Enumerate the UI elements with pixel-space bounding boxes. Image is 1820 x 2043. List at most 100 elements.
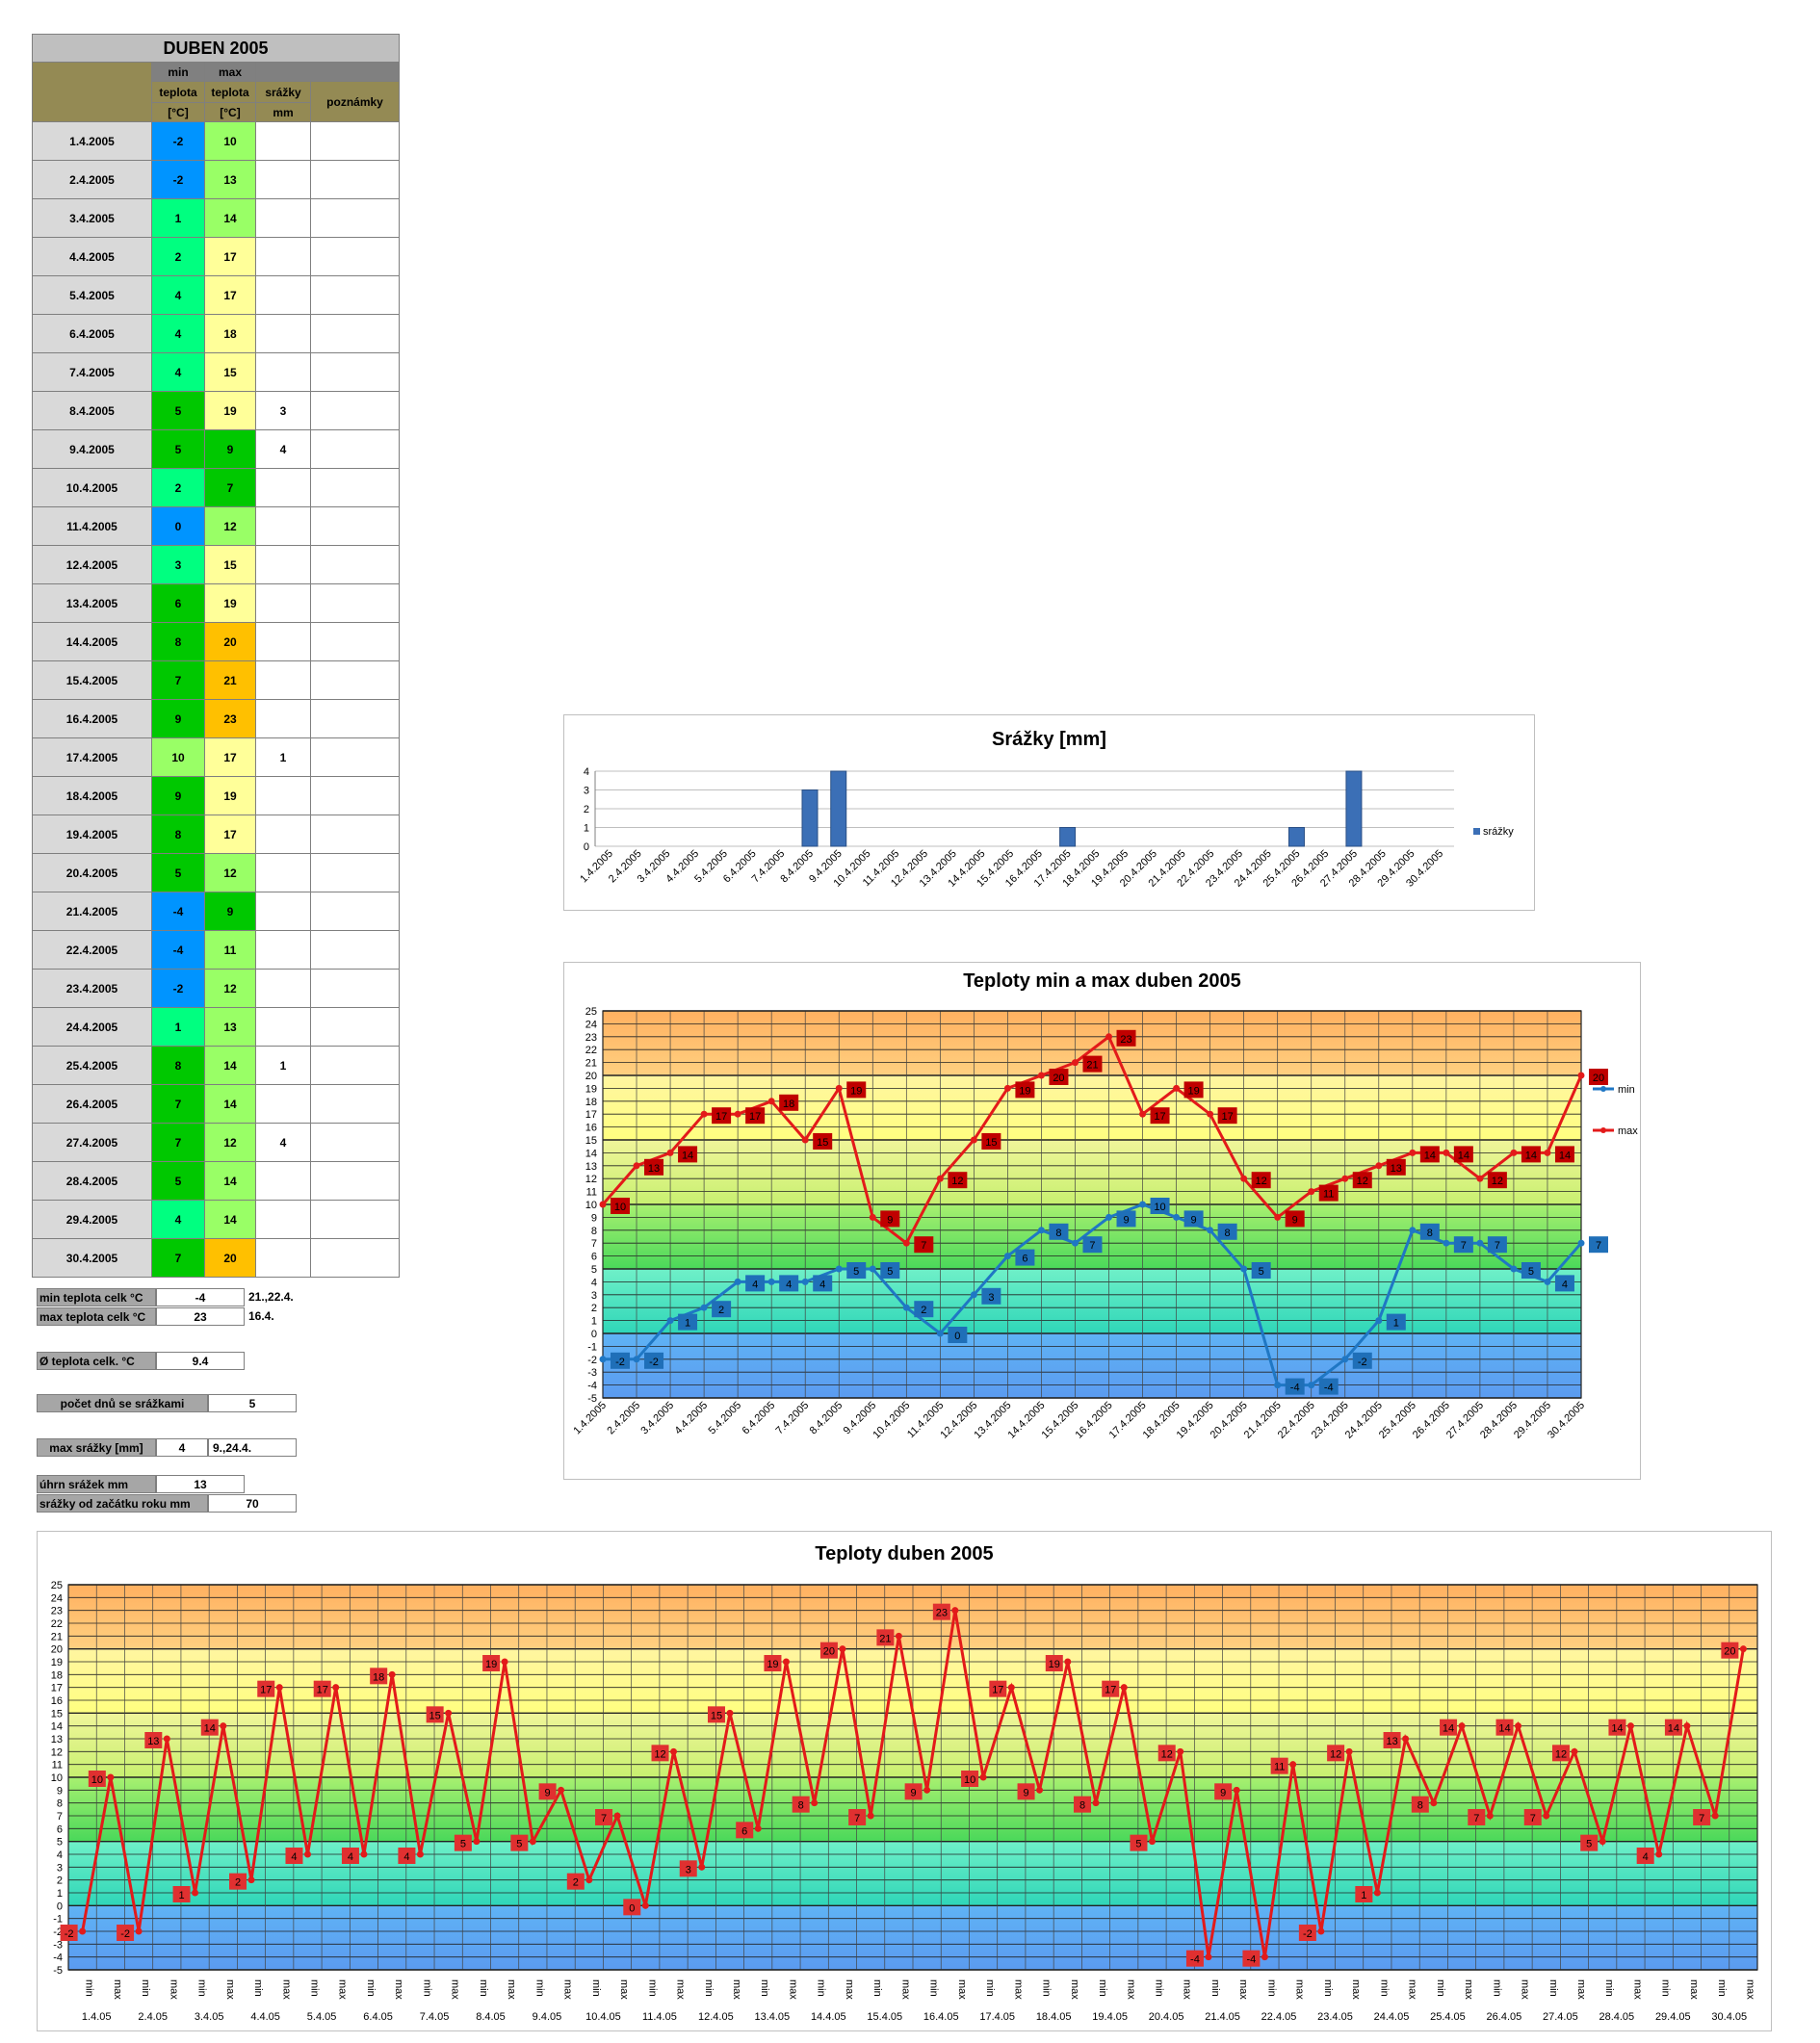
row-rain — [255, 160, 311, 199]
daily-point — [979, 1773, 987, 1781]
minmax-label-box-min — [1183, 1210, 1204, 1228]
daily-group-label: 27.4.05 — [1543, 2011, 1578, 2023]
daily-point — [1064, 1658, 1072, 1666]
minmax-label-box-max — [981, 1133, 1001, 1150]
daily-sub-label: min — [646, 1979, 658, 1997]
daily-data-label: 7 — [1699, 1813, 1704, 1824]
row-rain — [255, 545, 311, 584]
minmax-point-min — [666, 1317, 674, 1325]
minmax-point-max — [1308, 1188, 1315, 1196]
daily-sub-label: min — [252, 1979, 264, 1997]
row-date: 12.4.2005 — [32, 545, 152, 584]
daily-label-box — [1468, 1809, 1486, 1825]
row-notes — [310, 737, 400, 777]
row-max-temp: 10 — [204, 121, 256, 161]
row-notes — [310, 1084, 400, 1124]
table-row: 12.4.2005 3 15 — [32, 545, 400, 584]
daily-point — [1036, 1786, 1044, 1794]
stat-min-value: -4 — [156, 1288, 245, 1306]
row-min-temp: 5 — [151, 429, 205, 469]
daily-label-box — [932, 1603, 950, 1620]
daily-point — [360, 1850, 368, 1858]
daily-ytick-label: 8 — [57, 1798, 63, 1810]
table-row: 21.4.2005 -4 9 — [32, 892, 400, 931]
row-max-temp: 23 — [204, 699, 256, 738]
daily-data-label: 9 — [1220, 1787, 1226, 1798]
row-date: 22.4.2005 — [32, 930, 152, 970]
minmax-data-label-max: 15 — [817, 1137, 828, 1149]
rain-header-unit: mm — [255, 102, 311, 122]
row-max-temp: 17 — [204, 275, 256, 315]
daily-sub-label: max — [337, 1979, 349, 2000]
row-notes — [310, 1238, 400, 1278]
daily-data-label: -2 — [1303, 1928, 1313, 1940]
row-max-temp: 17 — [204, 815, 256, 854]
row-rain — [255, 352, 311, 392]
minmax-label-box-min — [1251, 1262, 1271, 1279]
daily-data-label: 2 — [235, 1877, 241, 1889]
minmax-data-label-min: 5 — [887, 1266, 893, 1278]
daily-data-label: 14 — [204, 1723, 216, 1735]
minmax-xtick-label: 1.4.2005 — [571, 1400, 609, 1437]
stat-max-value: 23 — [156, 1307, 245, 1326]
minmax-data-label-max: 19 — [1187, 1085, 1199, 1097]
daily-data-label: 14 — [1443, 1723, 1454, 1735]
table-row: 15.4.2005 7 21 — [32, 660, 400, 700]
daily-data-label: 9 — [911, 1787, 917, 1798]
daily-ytick-label: 9 — [57, 1785, 63, 1797]
minmax-data-label-min: 4 — [786, 1279, 792, 1290]
minmax-data-label-min: 7 — [1461, 1240, 1467, 1252]
daily-label-box — [819, 1642, 838, 1659]
daily-group-label: 5.4.05 — [307, 2011, 337, 2023]
row-notes — [310, 815, 400, 854]
minmax-label-box-min — [948, 1327, 968, 1343]
daily-group-label: 29.4.05 — [1655, 2011, 1691, 2023]
table-title: DUBEN 2005 — [32, 34, 400, 63]
minmax-ytick-label: 10 — [585, 1200, 597, 1211]
daily-point — [388, 1670, 396, 1678]
row-notes — [310, 699, 400, 738]
daily-point — [79, 1927, 87, 1935]
daily-label-box — [1242, 1950, 1261, 1967]
minmax-ytick-label: -4 — [587, 1381, 597, 1392]
daily-group-label: 30.4.05 — [1711, 2011, 1747, 2023]
daily-label-box — [736, 1822, 754, 1839]
row-date: 20.4.2005 — [32, 853, 152, 892]
minmax-ytick-label: 0 — [591, 1329, 597, 1340]
rain-ytick-label: 2 — [584, 804, 589, 815]
minmax-point-max — [869, 1213, 876, 1221]
minmax-data-label-min: 1 — [1393, 1318, 1399, 1330]
row-max-temp: 9 — [204, 429, 256, 469]
table-row: 1.4.2005 -2 10 — [32, 121, 400, 161]
daily-label-box — [679, 1860, 697, 1877]
minmax-point-min — [801, 1278, 809, 1285]
row-notes — [310, 506, 400, 546]
daily-data-label: 6 — [741, 1825, 747, 1837]
stat-max-rain-label: max srážky [mm] — [37, 1438, 156, 1457]
minmax-point-max — [700, 1110, 708, 1118]
daily-point — [220, 1722, 227, 1730]
minmax-point-min — [1003, 1253, 1011, 1260]
table-row: 4.4.2005 2 17 — [32, 237, 400, 276]
row-date: 7.4.2005 — [32, 352, 152, 392]
minmax-point-min — [1071, 1239, 1079, 1247]
daily-point — [1177, 1747, 1184, 1755]
minmax-data-label-min: -4 — [1324, 1383, 1334, 1394]
daily-ytick-label: 17 — [51, 1683, 63, 1694]
row-notes — [310, 391, 400, 430]
daily-sub-label: min — [816, 1979, 827, 1997]
minmax-point-max — [902, 1239, 910, 1247]
minmax-point-max — [1476, 1175, 1484, 1182]
minmax-label-box-max — [846, 1081, 867, 1099]
row-rain: 4 — [255, 429, 311, 469]
row-rain — [255, 583, 311, 623]
minmax-data-label-max: 14 — [1559, 1150, 1571, 1161]
row-max-temp: 12 — [204, 506, 256, 546]
minmax-label-box-min — [1049, 1223, 1069, 1240]
daily-ytick-label: 22 — [51, 1618, 63, 1630]
daily-ytick-label: -4 — [53, 1952, 63, 1964]
daily-label-box — [989, 1680, 1007, 1697]
minmax-label-box-min — [914, 1301, 934, 1318]
minmax-label-box-min — [712, 1301, 732, 1318]
daily-sub-label: max — [899, 1979, 911, 2000]
